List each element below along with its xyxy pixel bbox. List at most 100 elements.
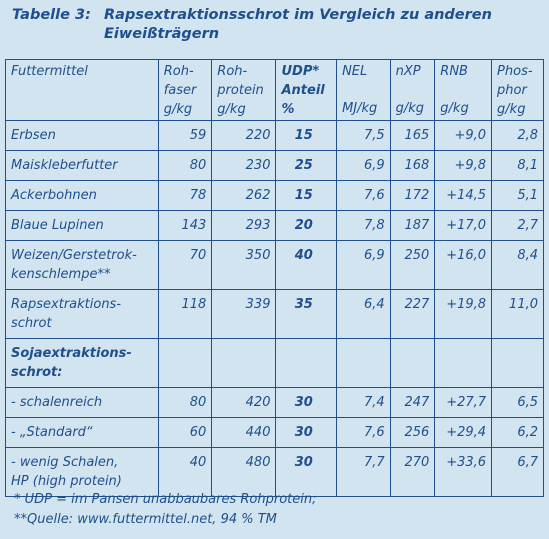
cell-nxp: 270 [389, 447, 436, 497]
table-body: Erbsen 59 220 15 7,5 165 +9,0 2,8 Maiskleberfutt… [5, 120, 544, 497]
cell-nxp: 187 [389, 210, 436, 241]
cell-phosphor: 6,7 [491, 447, 544, 497]
cell-nxp: 247 [389, 387, 436, 418]
cell-rohprotein: 350 [211, 240, 277, 290]
cell-rnb: +16,0 [434, 240, 493, 290]
group-label: Sojaextraktions-schrot: [5, 338, 159, 388]
cell-rohfaser: 70 [157, 240, 213, 290]
group-row-soja: Sojaextraktions-schrot: [5, 338, 544, 388]
cell-udp: 15 [275, 120, 338, 151]
cell-rnb: +19,8 [434, 289, 493, 339]
cell-phosphor: 5,1 [491, 180, 544, 211]
empty-cell [491, 338, 544, 388]
cell-phosphor: 8,4 [491, 240, 544, 290]
cell-rohfaser: 40 [157, 447, 213, 497]
table-row: - schalenreich 80 420 30 7,4 247 +27,7 6,5 [5, 387, 544, 418]
cell-rnb: +9,0 [434, 120, 493, 151]
cell-udp: 40 [275, 240, 338, 290]
cell-rohprotein: 262 [211, 180, 277, 211]
header-phosphor: Phos-phor g/kg [491, 59, 544, 121]
cell-rnb: +29,4 [434, 417, 493, 448]
cell-nel: 6,4 [336, 289, 391, 339]
cell-rnb: +27,7 [434, 387, 493, 418]
footnote-source: **Quelle: www.futtermittel.net, 94 % TM [14, 512, 277, 527]
table-row: Erbsen 59 220 15 7,5 165 +9,0 2,8 [5, 120, 544, 151]
cell-rohprotein: 339 [211, 289, 277, 339]
header-rohfaser: Roh-faser g/kg [157, 59, 213, 121]
feed-name: Weizen/Gerstetrok-kenschlempe** [5, 240, 159, 290]
empty-cell [211, 338, 277, 388]
header-futtermittel: Futtermittel [5, 59, 159, 121]
cell-rnb: +33,6 [434, 447, 493, 497]
title-line-1: Rapsextraktionsschrot im Vergleich zu an… [104, 7, 492, 23]
cell-nel: 7,8 [336, 210, 391, 241]
footnotes: * UDP = im Pansen unabbaubares Rohprotei… [14, 490, 316, 530]
cell-nel: 6,9 [336, 150, 391, 181]
cell-rohfaser: 59 [157, 120, 213, 151]
feed-name: - wenig Schalen, HP (high protein) [5, 447, 159, 497]
cell-rohprotein: 420 [211, 387, 277, 418]
empty-cell [157, 338, 213, 388]
cell-phosphor: 6,2 [491, 417, 544, 448]
cell-rohfaser: 80 [157, 387, 213, 418]
cell-rohfaser: 80 [157, 150, 213, 181]
cell-udp: 30 [275, 417, 338, 448]
cell-udp: 15 [275, 180, 338, 211]
feed-comparison-table: Futtermittel Roh-faser g/kg Roh-protein g/… [5, 59, 544, 497]
cell-phosphor: 2,8 [491, 120, 544, 151]
cell-nxp: 168 [389, 150, 436, 181]
feed-name: - schalenreich [5, 387, 159, 418]
feed-name: Maiskleberfutter [5, 150, 159, 181]
table-row: Weizen/Gerstetrok-kenschlempe** 70 350 40 6,… [5, 240, 544, 290]
cell-nxp: 165 [389, 120, 436, 151]
header-row: Futtermittel Roh-faser g/kg Roh-protein g/… [5, 59, 544, 121]
cell-rohfaser: 118 [157, 289, 213, 339]
cell-rnb: +14,5 [434, 180, 493, 211]
cell-phosphor: 8,1 [491, 150, 544, 181]
cell-rohprotein: 230 [211, 150, 277, 181]
cell-nxp: 172 [389, 180, 436, 211]
cell-udp: 30 [275, 387, 338, 418]
cell-udp: 35 [275, 289, 338, 339]
table-row: - wenig Schalen, HP (high protein) 40 480 30… [5, 447, 544, 497]
table-number: Tabelle 3: [12, 7, 91, 23]
feed-name: Rapsextraktions-schrot [5, 289, 159, 339]
cell-nel: 7,4 [336, 387, 391, 418]
cell-rohprotein: 220 [211, 120, 277, 151]
cell-rohfaser: 60 [157, 417, 213, 448]
cell-nel: 6,9 [336, 240, 391, 290]
cell-nel: 7,6 [336, 180, 391, 211]
feed-name: Blaue Lupinen [5, 210, 159, 241]
cell-rohprotein: 480 [211, 447, 277, 497]
table-row: Rapsextraktions-schrot 118 339 35 6,4 227 +19,… [5, 289, 544, 339]
empty-cell [434, 338, 493, 388]
cell-rohprotein: 440 [211, 417, 277, 448]
cell-rnb: +9,8 [434, 150, 493, 181]
cell-phosphor: 6,5 [491, 387, 544, 418]
cell-rohfaser: 143 [157, 210, 213, 241]
feed-name: - „Standard“ [5, 417, 159, 448]
feed-name: Erbsen [5, 120, 159, 151]
header-rohprotein: Roh-protein g/kg [211, 59, 277, 121]
cell-rohfaser: 78 [157, 180, 213, 211]
cell-udp: 25 [275, 150, 338, 181]
cell-phosphor: 11,0 [491, 289, 544, 339]
cell-phosphor: 2,7 [491, 210, 544, 241]
title-line-2: Eiweißträgern [104, 26, 220, 42]
table-row: - „Standard“ 60 440 30 7,6 256 +29,4 6,2 [5, 417, 544, 448]
table-row: Maiskleberfutter 80 230 25 6,9 168 +9,8 8,1 [5, 150, 544, 181]
empty-cell [336, 338, 391, 388]
table-row: Blaue Lupinen 143 293 20 7,8 187 +17,0 2,7 [5, 210, 544, 241]
cell-nel: 7,5 [336, 120, 391, 151]
feed-name: Ackerbohnen [5, 180, 159, 211]
footnote-udp: * UDP = im Pansen unabbaubares Rohprotei… [14, 492, 317, 507]
cell-udp: 30 [275, 447, 338, 497]
table-title: Tabelle 3: Rapsextraktionsschrot im Vergl… [12, 6, 492, 44]
header-nel: NEL MJ/kg [336, 59, 391, 121]
cell-nxp: 250 [389, 240, 436, 290]
cell-udp: 20 [275, 210, 338, 241]
empty-cell [275, 338, 338, 388]
cell-nel: 7,7 [336, 447, 391, 497]
cell-rohprotein: 293 [211, 210, 277, 241]
header-nxp: nXP g/kg [389, 59, 436, 121]
